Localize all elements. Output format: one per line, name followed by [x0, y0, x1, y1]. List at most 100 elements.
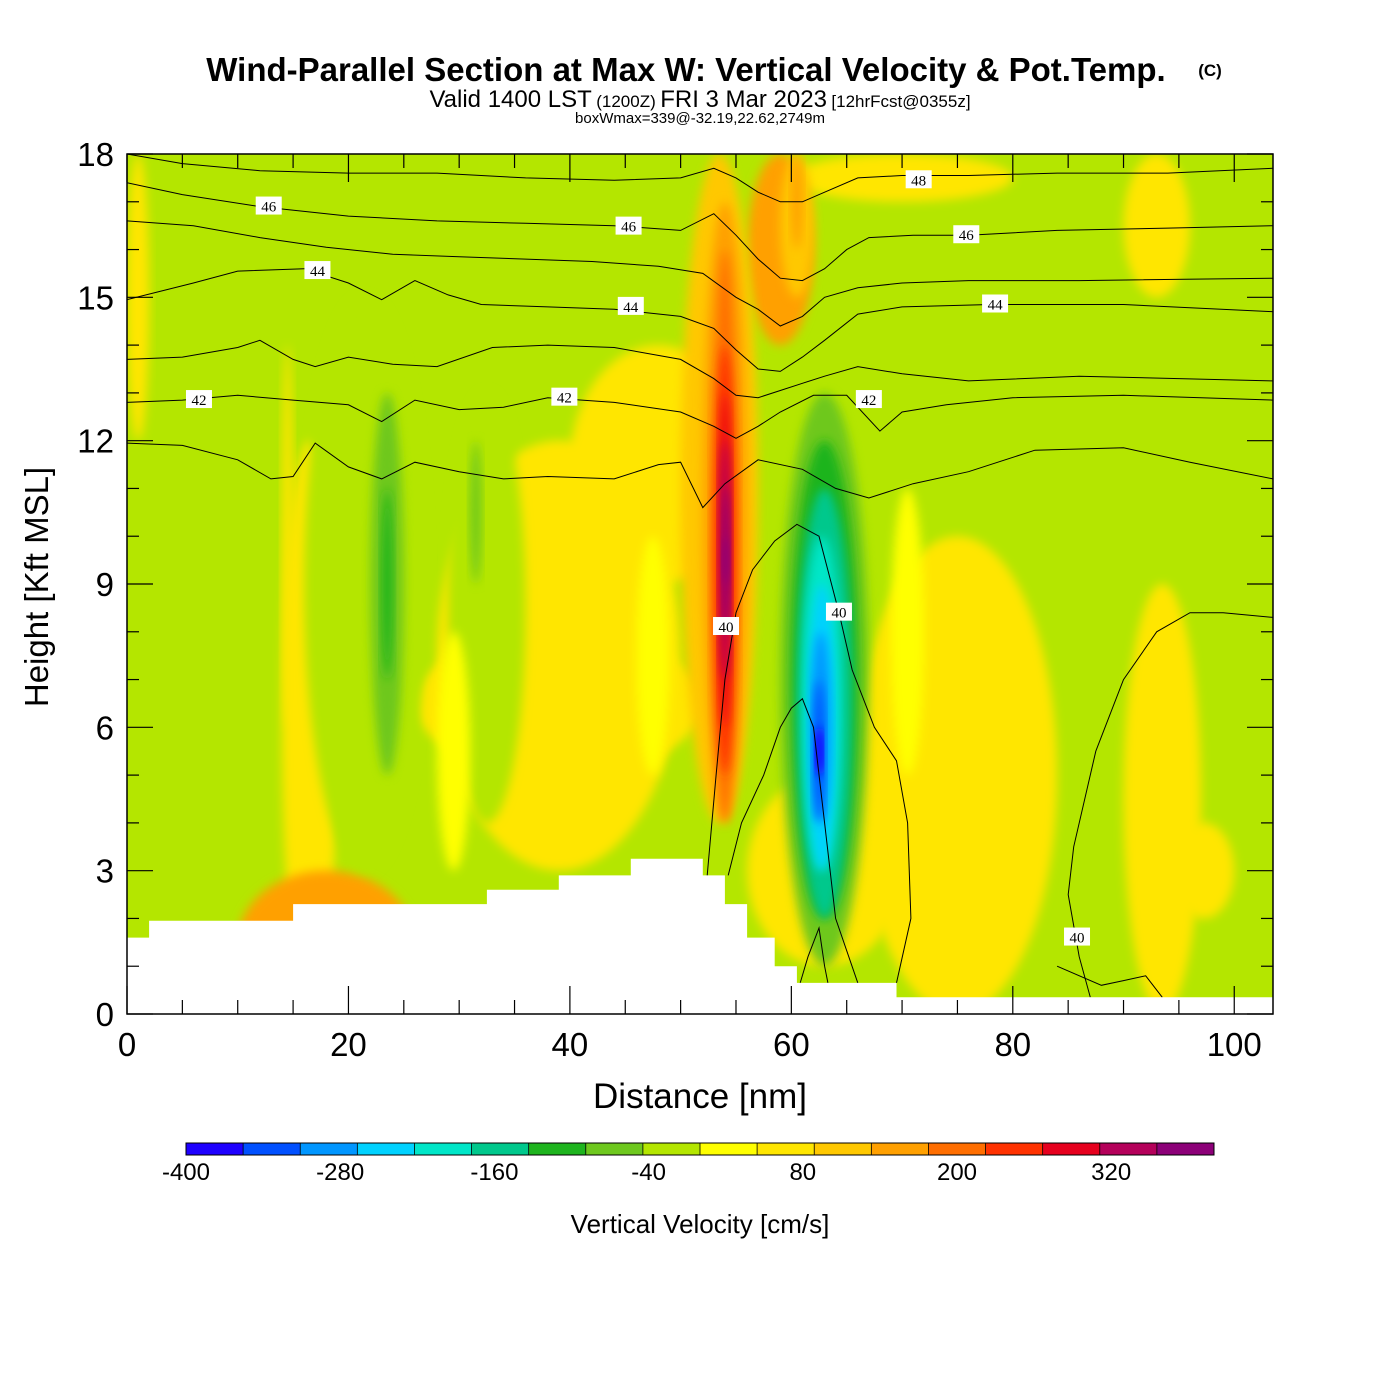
colorbar-swatch-9: [700, 1143, 758, 1155]
colorbar-swatch-1: [243, 1143, 301, 1155]
velocity-cell-9: [1123, 584, 1202, 1014]
contour-label-box-5: [617, 296, 644, 315]
x-axis-label: Distance [nm]: [593, 1077, 807, 1116]
velocity-cell-8: [857, 536, 1058, 1014]
contour-label-1: 46: [261, 200, 277, 216]
contour-label-0: 48: [911, 173, 926, 189]
contour-label-box-4: [304, 261, 331, 280]
colorbar-tick-label-4: 80: [789, 1159, 816, 1186]
contour-label-box-11: [825, 602, 852, 621]
contour-label-box-9: [855, 390, 882, 409]
colorbar-swatch-16: [1099, 1143, 1158, 1155]
isentrope-2: [127, 220, 1273, 327]
colorbar-swatch-13: [928, 1143, 987, 1155]
boxwmax-note: boxWmax=339@-32.19,22.62,2749m: [575, 110, 825, 127]
contour-label-11: 40: [831, 606, 846, 622]
theta-40-contour-4: [1056, 965, 1163, 998]
contour-label-box-2: [615, 216, 642, 235]
valid-utc: (1200Z): [596, 92, 656, 111]
contour-label-6: 44: [988, 298, 1004, 314]
velocity-cell-16: [636, 536, 670, 776]
y-tick-label-0: 0: [96, 996, 114, 1033]
colorbar-swatch-3: [357, 1143, 415, 1155]
contour-label-7: 42: [191, 393, 206, 409]
theta-40-contour-1: [727, 697, 859, 984]
colorbar-swatch-7: [585, 1143, 644, 1155]
velocity-cell-21: [381, 488, 393, 680]
y-tick-label-3: 3: [96, 853, 114, 890]
x-tick-label-20: 20: [330, 1026, 367, 1063]
y-tick-label-15: 15: [77, 279, 114, 316]
plot-area: 48 46 46 46 44 44 44 42 42 42 40 40 40: [127, 154, 1273, 1014]
colorbar-swatch-6: [528, 1143, 587, 1155]
x-tick-label-0: 0: [118, 1026, 136, 1063]
y-tick-label-12: 12: [77, 423, 114, 460]
valid-date: FRI 3 Mar 2023: [660, 86, 827, 113]
contour-label-box-0: [905, 170, 932, 189]
colorbar-swatch-17: [1156, 1143, 1215, 1155]
colorbar-tick-label-3: -40: [631, 1159, 666, 1186]
contour-label-box-7: [185, 390, 212, 409]
colorbar-swatch-12: [871, 1143, 929, 1155]
y-tick-label-18: 18: [77, 136, 114, 173]
contour-label-layer: 48 46 46 46 44 44 44 42 42 42 40 40 40: [185, 170, 1091, 947]
colorbar-tick-label-1: -280: [316, 1159, 364, 1186]
colorbar-swatch-11: [814, 1143, 872, 1155]
colorbar-swatch-8: [642, 1143, 701, 1155]
x-tick-label-60: 60: [773, 1026, 810, 1063]
isentrope-6: [127, 442, 1273, 509]
colorbar-tick-label-2: -160: [470, 1159, 518, 1186]
velocity-cell-29: [722, 536, 729, 584]
theta-40-contour-3: [1067, 612, 1273, 998]
valid-prefix: Valid 1400 LST: [429, 86, 592, 113]
contour-label-3: 46: [959, 228, 975, 244]
velocity-cell-13: [304, 297, 426, 871]
colorbar-tick-label-5: 200: [937, 1159, 977, 1186]
axes: 0 20 40 60 80 100 0 3 6 9 12 15 18: [77, 136, 1274, 1063]
velocity-cell-18: [282, 345, 294, 728]
colorbar-tick-label-6: 320: [1091, 1159, 1131, 1186]
chart-subtitle: Valid 1400 LST (1200Z) FRI 3 Mar 2023 [1…: [429, 86, 970, 113]
colorbar-swatch-14: [985, 1143, 1044, 1155]
forecast-info: [12hrFcst@0355z]: [831, 92, 970, 111]
y-axis-label: Height [Kft MSL]: [18, 467, 55, 707]
velocity-cell-1: [1123, 154, 1190, 298]
contour-label-box-6: [982, 294, 1009, 313]
velocity-cell-15: [437, 631, 471, 871]
isentrope-3: [127, 268, 1273, 372]
contour-label-box-1: [255, 196, 282, 215]
isentrope-4: [127, 339, 1273, 399]
contour-label-8: 42: [557, 391, 572, 407]
x-tick-label-40: 40: [552, 1026, 589, 1063]
copyright-mark: (C): [1198, 61, 1222, 80]
velocity-cell-20: [470, 440, 482, 584]
contour-label-12: 40: [1070, 931, 1085, 947]
contour-label-box-12: [1064, 927, 1091, 946]
colorbar-tick-label-0: -400: [162, 1159, 210, 1186]
colorbar: -400 -280 -160 -40 80 200 320: [162, 1142, 1215, 1186]
colorbar-swatch-4: [414, 1143, 473, 1155]
contour-label-box-10: [713, 617, 740, 635]
contour-label-9: 42: [861, 393, 876, 409]
colorbar-swatch-2: [300, 1143, 358, 1155]
colorbar-label: Vertical Velocity [cm/s]: [571, 1209, 830, 1239]
velocity-cell-40: [816, 727, 823, 776]
chart-title: Wind-Parallel Section at Max W: Vertical…: [206, 51, 1165, 88]
terrain-layer: [127, 858, 1273, 1014]
velocity-cell-17: [891, 488, 925, 776]
theta-40-contour-2: [799, 926, 829, 984]
contour-label-5: 44: [623, 300, 639, 316]
terrain-mask: [127, 858, 1273, 1014]
isentrope-1: [127, 182, 1273, 282]
contour-label-4: 44: [310, 264, 326, 280]
contour-label-10: 40: [719, 620, 734, 636]
y-tick-label-6: 6: [96, 709, 114, 746]
x-tick-label-100: 100: [1207, 1026, 1262, 1063]
colorbar-swatch-0: [186, 1143, 244, 1155]
isentrope-5: [127, 394, 1273, 439]
colorbar-swatch-5: [471, 1143, 530, 1155]
theta-40-contour-0: [706, 523, 912, 984]
contour-label-2: 46: [621, 220, 637, 236]
contour-label-box-8: [551, 387, 578, 406]
